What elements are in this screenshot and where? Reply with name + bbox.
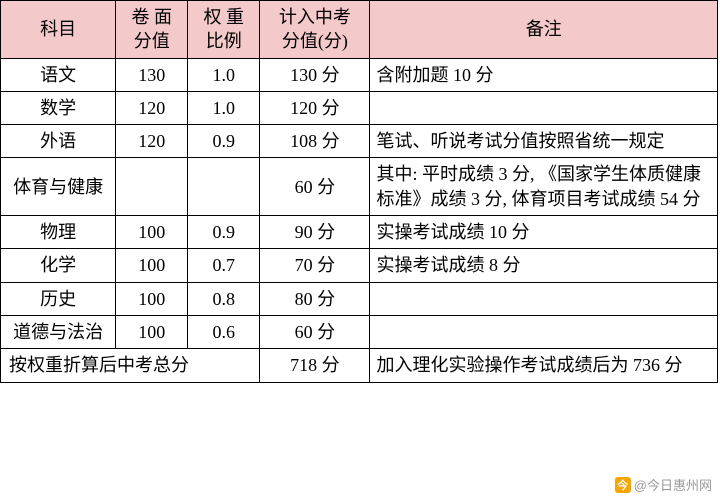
cell-final-score: 90 分 [260, 216, 370, 249]
score-table: 科目 卷 面分值 权 重比例 计入中考分值(分) 备注 语文 130 1.0 1… [0, 0, 718, 383]
cell-subject: 语文 [1, 58, 116, 91]
header-weight: 权 重比例 [188, 1, 260, 59]
cell-subject: 外语 [1, 125, 116, 158]
cell-weight: 1.0 [188, 58, 260, 91]
cell-subject: 化学 [1, 249, 116, 282]
footer-remark: 加入理化实验操作考试成绩后为 736 分 [370, 349, 718, 382]
cell-final-score: 130 分 [260, 58, 370, 91]
cell-raw-score: 100 [116, 315, 188, 348]
cell-remark: 含附加题 10 分 [370, 58, 718, 91]
cell-remark: 笔试、听说考试分值按照省统一规定 [370, 125, 718, 158]
footer-total: 718 分 [260, 349, 370, 382]
watermark: 今 @今日惠州网 [615, 475, 712, 494]
header-raw-score: 卷 面分值 [116, 1, 188, 59]
cell-final-score: 108 分 [260, 125, 370, 158]
cell-remark [370, 315, 718, 348]
header-subject: 科目 [1, 1, 116, 59]
cell-subject: 历史 [1, 282, 116, 315]
table-row: 外语 120 0.9 108 分 笔试、听说考试分值按照省统一规定 [1, 125, 718, 158]
header-final-score: 计入中考分值(分) [260, 1, 370, 59]
cell-weight: 1.0 [188, 91, 260, 124]
cell-weight: 0.7 [188, 249, 260, 282]
header-row: 科目 卷 面分值 权 重比例 计入中考分值(分) 备注 [1, 1, 718, 59]
cell-final-score: 80 分 [260, 282, 370, 315]
cell-raw-score: 120 [116, 125, 188, 158]
cell-remark: 实操考试成绩 8 分 [370, 249, 718, 282]
watermark-text: @今日惠州网 [634, 475, 712, 494]
table-row: 化学 100 0.7 70 分 实操考试成绩 8 分 [1, 249, 718, 282]
cell-subject: 道德与法治 [1, 315, 116, 348]
cell-remark [370, 282, 718, 315]
cell-weight [188, 158, 260, 216]
cell-raw-score: 130 [116, 58, 188, 91]
table-row: 语文 130 1.0 130 分 含附加题 10 分 [1, 58, 718, 91]
table-row: 物理 100 0.9 90 分 实操考试成绩 10 分 [1, 216, 718, 249]
cell-final-score: 70 分 [260, 249, 370, 282]
watermark-icon: 今 [615, 477, 631, 493]
cell-raw-score [116, 158, 188, 216]
cell-raw-score: 100 [116, 216, 188, 249]
cell-weight: 0.6 [188, 315, 260, 348]
table-row: 道德与法治 100 0.6 60 分 [1, 315, 718, 348]
table-row: 体育与健康 60 分 其中: 平时成绩 3 分, 《国家学生体质健康标准》成绩 … [1, 158, 718, 216]
cell-weight: 0.9 [188, 216, 260, 249]
table-row: 数学 120 1.0 120 分 [1, 91, 718, 124]
footer-label: 按权重折算后中考总分 [1, 349, 260, 382]
cell-weight: 0.8 [188, 282, 260, 315]
cell-subject: 体育与健康 [1, 158, 116, 216]
cell-raw-score: 100 [116, 249, 188, 282]
cell-final-score: 120 分 [260, 91, 370, 124]
cell-final-score: 60 分 [260, 315, 370, 348]
table-body: 语文 130 1.0 130 分 含附加题 10 分 数学 120 1.0 12… [1, 58, 718, 382]
cell-remark [370, 91, 718, 124]
cell-subject: 数学 [1, 91, 116, 124]
cell-weight: 0.9 [188, 125, 260, 158]
cell-remark: 其中: 平时成绩 3 分, 《国家学生体质健康标准》成绩 3 分, 体育项目考试… [370, 158, 718, 216]
table-row: 历史 100 0.8 80 分 [1, 282, 718, 315]
footer-row: 按权重折算后中考总分 718 分 加入理化实验操作考试成绩后为 736 分 [1, 349, 718, 382]
cell-raw-score: 120 [116, 91, 188, 124]
header-remark: 备注 [370, 1, 718, 59]
cell-raw-score: 100 [116, 282, 188, 315]
cell-final-score: 60 分 [260, 158, 370, 216]
cell-remark: 实操考试成绩 10 分 [370, 216, 718, 249]
cell-subject: 物理 [1, 216, 116, 249]
